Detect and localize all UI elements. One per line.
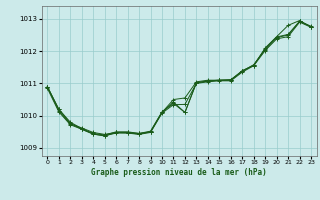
X-axis label: Graphe pression niveau de la mer (hPa): Graphe pression niveau de la mer (hPa)	[91, 168, 267, 177]
